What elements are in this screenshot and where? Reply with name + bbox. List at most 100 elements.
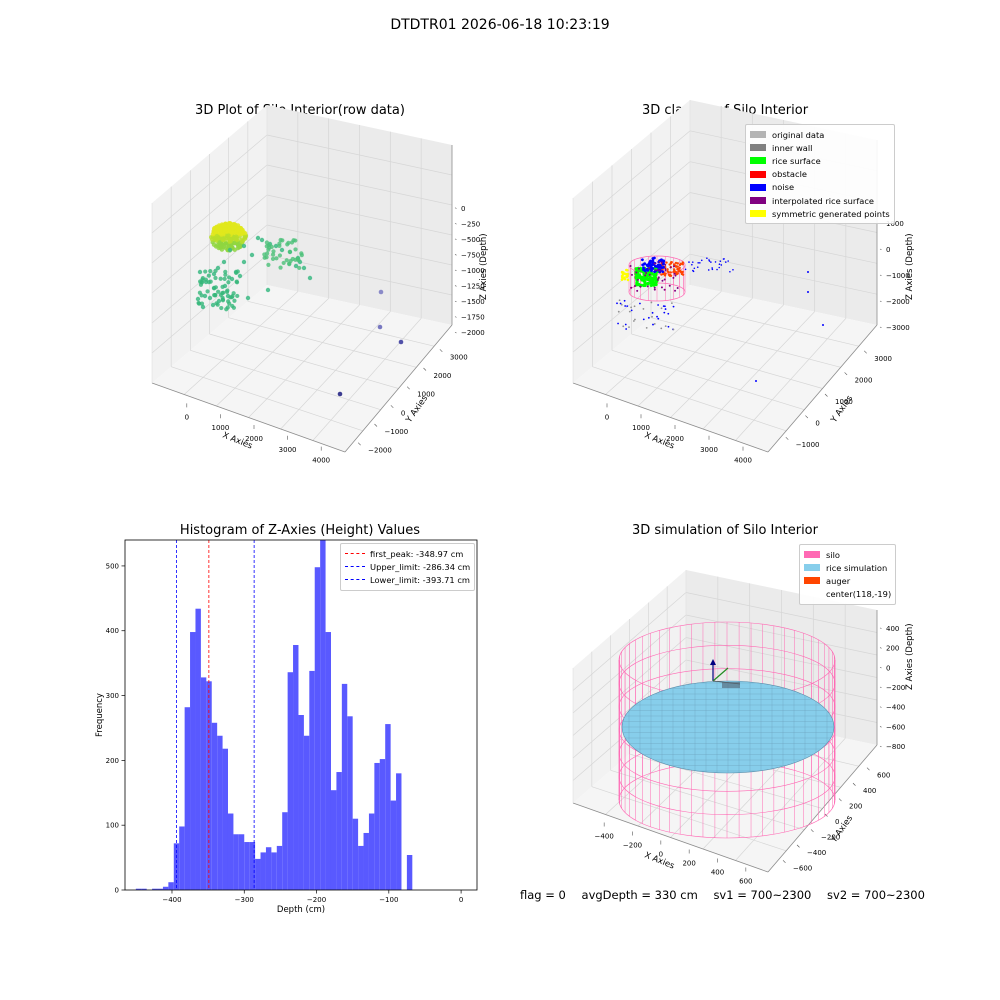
y-tick-label: 1000 <box>835 398 853 406</box>
scatter-point <box>727 260 729 262</box>
interp-point <box>674 274 677 277</box>
x-tick-label: 2000 <box>666 435 684 443</box>
obstacle-point <box>668 273 672 277</box>
y-tick-label: 400 <box>106 627 119 635</box>
tick-mark <box>785 436 789 440</box>
scatter-point <box>664 305 666 308</box>
x-tick-label: −400 <box>162 896 181 904</box>
rice-surface-point <box>634 267 638 271</box>
histogram-bar <box>249 842 256 890</box>
x-tick-label: 600 <box>739 878 752 886</box>
histogram-bar <box>368 813 375 890</box>
scatter-point <box>657 304 660 306</box>
z-tick-label: 400 <box>886 625 899 633</box>
plot1-raw-3d: 0 1000 2000 3000 4000 −2000 −1000 0 1000 2000 3000… <box>151 105 489 465</box>
obstacle-point <box>681 273 685 276</box>
noise-point <box>653 264 657 268</box>
histogram-bar <box>200 677 207 890</box>
scatter-point <box>650 301 653 304</box>
scatter-point <box>672 305 675 308</box>
rice-surface-point <box>649 279 653 283</box>
legend-swatch <box>750 170 766 178</box>
rice-surface-point <box>652 283 656 287</box>
noise-point <box>755 380 757 382</box>
symmetric-point <box>620 274 624 278</box>
tick-mark <box>844 372 848 376</box>
scatter-point <box>732 268 734 271</box>
scatter-point <box>651 311 654 314</box>
histogram-bar <box>298 715 304 890</box>
grid-line <box>266 134 453 176</box>
y-tick-label: −600 <box>793 864 812 872</box>
scatter-point <box>711 268 714 271</box>
tick-mark <box>454 207 457 209</box>
tick-mark <box>423 367 427 371</box>
interp-point <box>654 269 657 272</box>
tick-mark <box>863 350 867 354</box>
interp-point <box>653 262 656 265</box>
tick-mark <box>824 393 828 397</box>
y-tick-label: −200 <box>821 833 840 841</box>
histogram-bar <box>363 832 369 890</box>
z-tick-label: 0 <box>461 205 465 213</box>
tick-mark <box>879 300 882 303</box>
x-tick-label: −200 <box>307 896 326 904</box>
scatter-point <box>651 315 653 318</box>
tick-mark <box>406 386 410 390</box>
legend-label: Lower_limit: -393.71 cm <box>370 574 470 585</box>
legend-swatch <box>804 577 820 585</box>
legend-entry: noise <box>750 181 890 194</box>
legend-label: rice simulation <box>826 562 888 573</box>
tick-mark <box>879 647 882 649</box>
scatter-point <box>714 261 717 263</box>
histogram-bar <box>276 845 283 890</box>
plot4-title: 3D simulation of Silo Interior <box>632 523 818 538</box>
scatter-point <box>647 316 650 319</box>
interp-point <box>630 273 633 276</box>
rice-surface-point <box>650 272 654 276</box>
histogram-bar <box>162 886 169 890</box>
histogram-bar <box>184 707 191 890</box>
legend-entry: inner wall <box>750 141 890 154</box>
interp-point <box>664 263 667 266</box>
scatter-point <box>670 302 673 304</box>
scatter-point <box>691 263 693 266</box>
rice-surface-point <box>646 281 650 286</box>
scatter-point <box>700 259 703 262</box>
grid-line <box>572 592 687 691</box>
tick-mark <box>439 349 443 353</box>
scatter-point <box>711 267 713 269</box>
scatter-point <box>688 261 690 263</box>
rice-surface-point <box>640 275 644 279</box>
scatter-point <box>729 270 731 273</box>
tick-mark <box>374 423 378 427</box>
histogram-bar <box>330 790 337 890</box>
scatter-point <box>634 318 636 321</box>
grid-line <box>735 738 846 861</box>
y-tick-label: 2000 <box>434 372 452 380</box>
histogram-bar <box>238 834 245 890</box>
tick-mark <box>390 405 394 409</box>
z-tick-label: −1750 <box>461 314 485 322</box>
interp-point <box>635 271 638 274</box>
floor-pane <box>573 285 877 452</box>
scatter-point <box>619 302 622 305</box>
scatter-point <box>693 267 696 270</box>
interp-point <box>676 286 679 289</box>
scatter-point <box>656 315 658 318</box>
noise-point <box>659 265 662 269</box>
histogram-bar <box>303 735 310 890</box>
x-tick-label: 3000 <box>279 446 297 454</box>
histogram-bar <box>287 672 294 890</box>
symmetric-point <box>626 278 630 282</box>
obstacle-point <box>666 268 669 271</box>
status-footer: flag = 0 avgDepth = 330 cm sv1 = 700~230… <box>520 888 937 902</box>
scatter-point <box>617 322 619 325</box>
scatter-point <box>626 305 629 308</box>
histogram-bar <box>157 888 163 890</box>
legend-label: symmetric generated points <box>772 208 890 219</box>
plot3-title: Histogram of Z-Axies (Height) Values <box>179 523 421 538</box>
z-tick-label: −750 <box>461 251 480 259</box>
scatter-point <box>696 266 699 268</box>
z-tick-label: −1000 <box>461 267 485 275</box>
